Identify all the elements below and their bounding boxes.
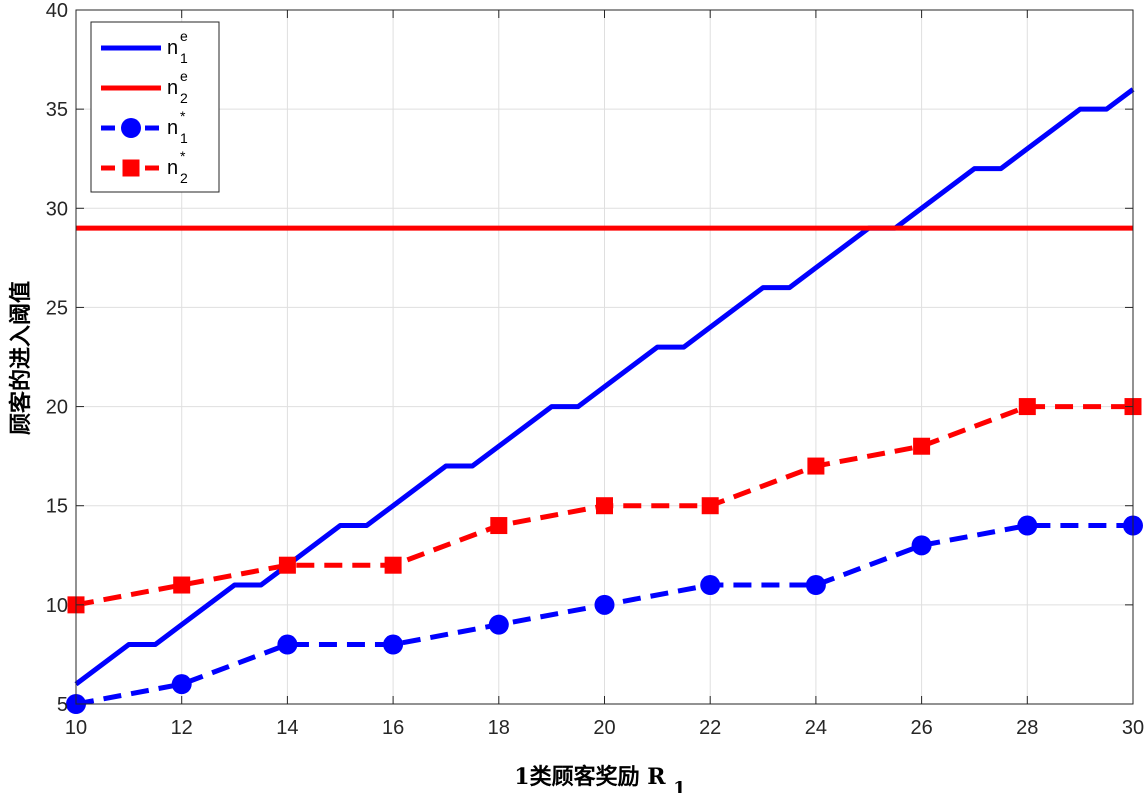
y-tick-label: 40 xyxy=(46,0,68,22)
x-axis-title-text: 1类顾客奖励 R xyxy=(514,764,666,790)
data-point xyxy=(594,594,615,615)
data-point xyxy=(277,634,298,655)
x-tick-label: 10 xyxy=(65,717,87,739)
legend-label-subscript: 2 xyxy=(180,90,188,106)
data-point xyxy=(384,556,402,574)
series-1 xyxy=(74,87,1135,687)
legend-label-superscript: e xyxy=(180,68,188,84)
y-tick-label: 25 xyxy=(46,297,68,319)
x-tick-label: 30 xyxy=(1122,717,1144,739)
data-point xyxy=(383,634,404,655)
legend-label: n xyxy=(167,117,178,139)
y-axis-title: 顾客的进入阈值 xyxy=(8,281,34,435)
data-point xyxy=(278,556,296,574)
x-tick-label: 18 xyxy=(488,717,510,739)
legend-label: n xyxy=(167,157,178,179)
data-point xyxy=(913,437,931,455)
data-point xyxy=(173,576,191,594)
x-tick-label: 22 xyxy=(699,717,721,739)
series-line xyxy=(74,87,1135,687)
legend-label-superscript: e xyxy=(180,28,188,44)
y-tick-label: 35 xyxy=(46,99,68,121)
legend-marker xyxy=(121,118,141,138)
data-point xyxy=(596,497,613,515)
legend-label-superscript: * xyxy=(180,108,186,124)
legend-label: n xyxy=(167,77,178,99)
legend-item: ne 2 xyxy=(101,68,188,106)
data-point xyxy=(1017,515,1038,536)
series-4 xyxy=(67,398,1142,614)
legend-label: n xyxy=(167,37,178,59)
y-tick-label: 15 xyxy=(46,496,68,518)
data-point xyxy=(171,674,192,695)
data-point xyxy=(700,575,721,596)
x-tick-label: 14 xyxy=(276,717,298,739)
x-tick-label: 20 xyxy=(593,717,615,739)
legend-label-subscript: 2 xyxy=(180,170,188,186)
legend-label-subscript: 1 xyxy=(180,50,188,66)
y-tick-label: 20 xyxy=(46,397,68,419)
y-tick-label: 5 xyxy=(57,694,68,716)
data-point xyxy=(701,497,719,515)
legend-item: ne 1 xyxy=(101,28,188,66)
legend-label-superscript: * xyxy=(180,148,186,164)
x-axis-title-subscript: 1 xyxy=(673,778,686,793)
data-point xyxy=(805,575,826,596)
x-tick-label: 24 xyxy=(805,717,827,739)
data-point xyxy=(1018,398,1036,416)
legend-marker xyxy=(122,159,140,177)
x-tick-label: 16 xyxy=(382,717,404,739)
data-point xyxy=(911,535,932,556)
x-tick-label: 28 xyxy=(1016,717,1038,739)
y-tick-label: 30 xyxy=(46,198,68,220)
x-tick-label: 26 xyxy=(910,717,932,739)
legend-item: n* 1 xyxy=(101,108,188,146)
x-axis-title: 1类顾客奖励 R 1 xyxy=(514,764,685,793)
x-tick-label: 12 xyxy=(171,717,193,739)
legend-item: n* 2 xyxy=(101,148,188,186)
legend-label-subscript: 1 xyxy=(180,130,188,146)
y-tick-label: 10 xyxy=(46,595,68,617)
data-point xyxy=(488,614,509,635)
data-point xyxy=(490,517,508,535)
data-point xyxy=(807,457,825,475)
